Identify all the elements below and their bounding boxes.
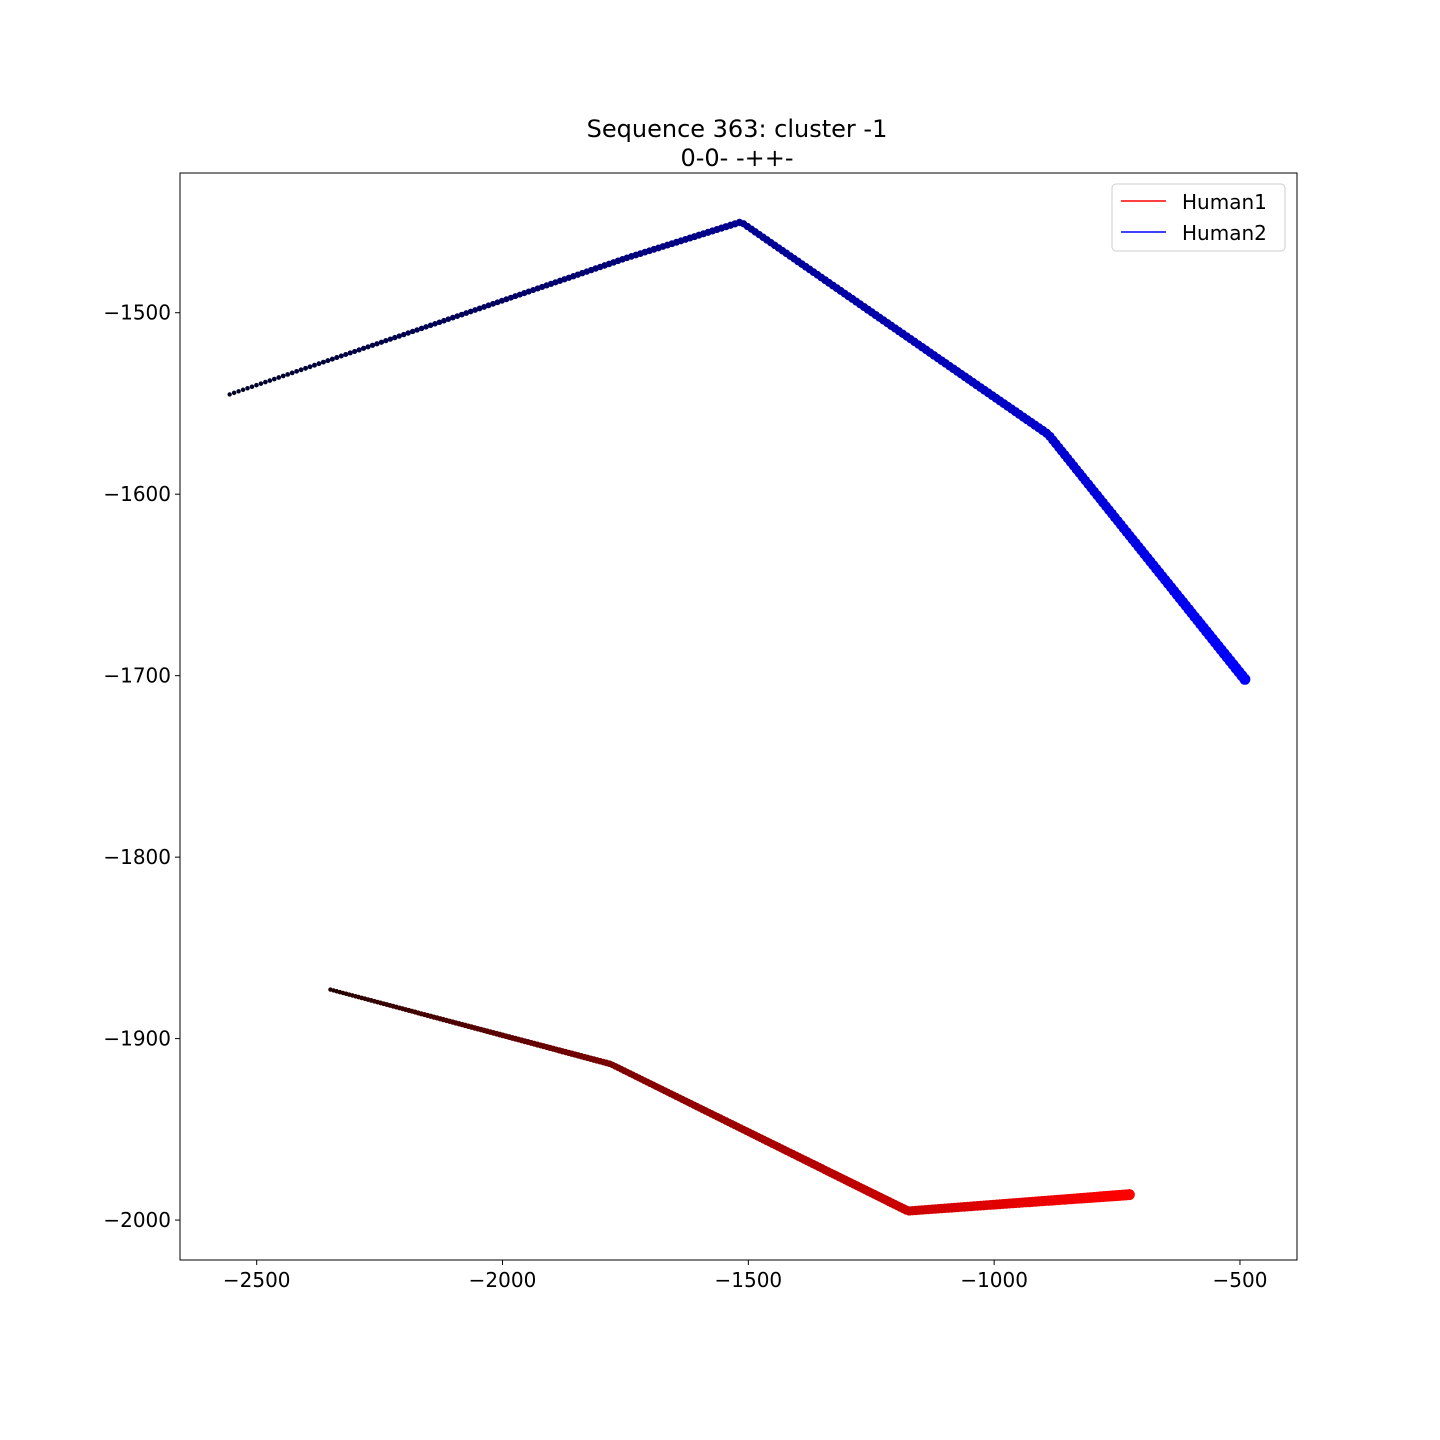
series-human2-point (436, 319, 443, 326)
series-human2-point (285, 372, 291, 377)
series-human1 (328, 987, 1135, 1216)
series-human2-point (294, 368, 299, 374)
series-human2-point (352, 348, 358, 354)
series-human2 (227, 218, 1251, 685)
y-tick-label: −2000 (103, 1208, 171, 1232)
series-human2-point (414, 327, 420, 333)
series-human2-point (276, 375, 282, 380)
series-human2-point (312, 362, 317, 368)
series-human2-point (383, 338, 389, 344)
series-human2-point (458, 311, 465, 318)
series-human2-point (454, 313, 461, 319)
series-human2-point (258, 381, 264, 386)
series-human2-point (494, 299, 501, 306)
x-axis-ticks: −2500 −2000 −1500 −1000 −500 (223, 1260, 1268, 1292)
series-human2-point (490, 300, 496, 307)
chart-title: Sequence 363: cluster -1 (587, 115, 888, 143)
series-human2-point (240, 387, 246, 393)
series-layer (227, 218, 1251, 1216)
series-human2-point (263, 379, 268, 385)
x-tick-label: −500 (1213, 1268, 1268, 1292)
series-human2-point (289, 370, 295, 376)
legend-human1-label: Human1 (1182, 190, 1267, 214)
x-tick-label: −1000 (960, 1268, 1028, 1292)
series-human2-point (271, 376, 277, 382)
series-human2-point (329, 356, 335, 362)
series-human2-point (236, 389, 241, 394)
series-human2-point (303, 365, 308, 371)
y-tick-label: −1900 (103, 1027, 171, 1051)
series-human2-point (387, 336, 394, 342)
x-tick-label: −1500 (715, 1268, 783, 1292)
series-human2-point (245, 386, 250, 391)
series-human2-point (401, 331, 407, 338)
series-human2-point (450, 314, 456, 321)
series-human2-point (320, 359, 326, 365)
series-human2-point (378, 339, 385, 345)
series-human2-point (476, 305, 483, 312)
series-human2-point (427, 322, 434, 329)
series-human2-point (374, 341, 380, 347)
legend: Human1 Human2 (1111, 183, 1286, 252)
series-human2-point (405, 330, 411, 336)
series-human2-point (334, 355, 340, 361)
plot-area-frame (179, 172, 1298, 1261)
series-human2-point (463, 310, 470, 316)
chart-subtitle: 0-0- -++- (680, 144, 793, 172)
series-human2-point (280, 373, 286, 379)
y-axis-ticks: −2000 −1900 −1800 −1700 −1600 −1500 (103, 301, 180, 1232)
series-human2-point (467, 308, 474, 315)
series-human2-point (432, 321, 438, 327)
series-human2-point (472, 307, 479, 313)
series-human2-point (254, 382, 259, 388)
series-human2-point (325, 358, 331, 364)
series-human2-point (396, 333, 402, 339)
series-human1-point (1123, 1189, 1135, 1201)
series-human2-point (481, 303, 487, 310)
y-tick-label: −1800 (103, 845, 171, 869)
series-human2-point (227, 392, 232, 397)
series-human2-point (360, 345, 367, 351)
series-human2-point (347, 350, 353, 356)
series-human2-point (369, 342, 376, 348)
y-tick-label: −1700 (103, 664, 171, 688)
series-human2-point (365, 344, 371, 350)
y-tick-label: −1600 (103, 482, 171, 506)
series-human2-point (485, 302, 492, 309)
series-human2-point (423, 324, 429, 330)
series-human2-point (316, 361, 322, 367)
series-human2-point (1239, 673, 1251, 685)
y-tick-label: −1500 (103, 301, 171, 325)
series-human2-point (338, 353, 344, 359)
series-human2-point (409, 328, 416, 335)
series-human2-point (392, 334, 398, 341)
series-human2-point (356, 347, 362, 353)
series-human2-point (298, 367, 304, 373)
x-tick-label: −2000 (469, 1268, 537, 1292)
series-human2-point (343, 351, 349, 358)
x-tick-label: −2500 (223, 1268, 291, 1292)
series-human2-point (249, 384, 255, 389)
series-human2-point (445, 316, 452, 322)
series-human2-point (307, 364, 313, 370)
series-human2-point (441, 317, 447, 324)
legend-human2-label: Human2 (1182, 221, 1267, 245)
series-human2-point (267, 378, 273, 383)
series-human2-point (418, 325, 425, 332)
series-human2-point (231, 390, 237, 396)
